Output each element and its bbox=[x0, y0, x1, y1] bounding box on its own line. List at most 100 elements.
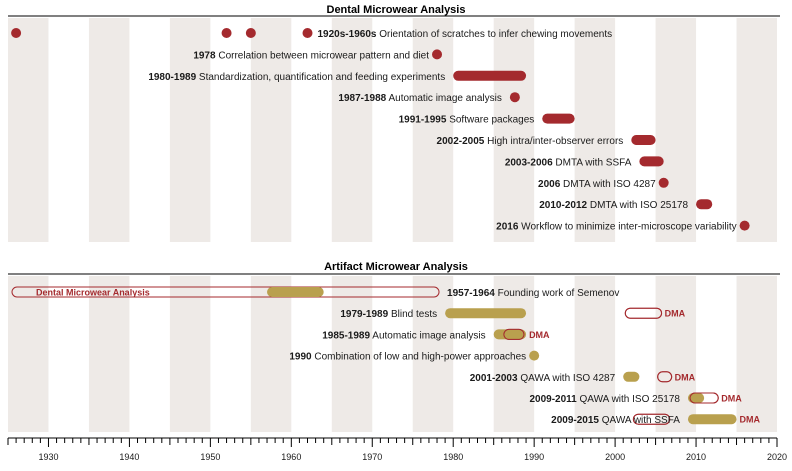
band-artifact-1995 bbox=[574, 276, 616, 432]
artifact-dma-label-4: DMA bbox=[675, 372, 696, 382]
dental-text-0: Orientation of scratches to infer chewin… bbox=[376, 29, 612, 40]
dental-label-9: 2016 Workflow to minimize inter-microsco… bbox=[496, 222, 736, 233]
dental-dot-1-0 bbox=[432, 49, 443, 60]
dental-dot-0-3 bbox=[302, 28, 313, 38]
dental-text-4: Software packages bbox=[446, 115, 534, 126]
dental-text-7: DMTA with ISO 4287 bbox=[560, 179, 656, 190]
artifact-dma-label-6: DMA bbox=[740, 415, 761, 425]
band-dental-1925 bbox=[8, 18, 49, 242]
dental-label-1: 1978 Correlation between microwear patte… bbox=[193, 50, 429, 61]
dental-label-7: 2006 DMTA with ISO 4287 bbox=[538, 179, 656, 190]
dental-label-3: 1987-1988 Automatic image analysis bbox=[338, 93, 501, 104]
artifact-dma-label-1: DMA bbox=[665, 309, 686, 319]
artifact-dma-outline-top-2 bbox=[503, 328, 525, 340]
band-dental-1965 bbox=[331, 18, 373, 242]
artifact-dma-outline-top-5 bbox=[689, 392, 719, 404]
dental-dot-0-0 bbox=[11, 28, 22, 38]
axis-label-1990: 1990 bbox=[524, 452, 544, 462]
artifact-label-6: 2009-2015 QAWA with SSFA bbox=[551, 415, 680, 426]
band-artifact-1945 bbox=[169, 276, 211, 432]
artifact-bar-6 bbox=[687, 414, 737, 425]
axis-label-2000: 2000 bbox=[605, 452, 625, 462]
artifact-label-2: 1985-1989 Automatic image analysis bbox=[322, 330, 485, 341]
artifact-label-3: 1990 Combination of low and high-power a… bbox=[289, 352, 526, 363]
dental-text-5: High intra/inter-observer errors bbox=[484, 136, 623, 147]
dental-dot-0-1 bbox=[221, 28, 232, 38]
artifact-year-6: 2009-2015 bbox=[551, 415, 599, 426]
dental-bar-8 bbox=[696, 199, 713, 210]
artifact-year-1: 1979-1989 bbox=[340, 309, 388, 320]
artifact-dot-3-0 bbox=[529, 350, 540, 361]
artifact-bar-5 bbox=[687, 393, 705, 403]
axis-label-1950: 1950 bbox=[200, 452, 220, 462]
artifact-text-1: Blind tests bbox=[388, 309, 437, 320]
band-artifact-2005 bbox=[655, 276, 697, 432]
dental-text-2: Standardization, quantification and feed… bbox=[196, 72, 445, 83]
artifact-dma-label-5: DMA bbox=[721, 394, 742, 404]
dental-label-2: 1980-1989 Standardization, quantificatio… bbox=[148, 72, 445, 83]
band-dental-1985 bbox=[493, 18, 535, 242]
axis-label-1970: 1970 bbox=[362, 452, 382, 462]
artifact-bar-1 bbox=[445, 308, 527, 319]
dental-bar-4 bbox=[542, 113, 575, 124]
dental-year-4: 1991-1995 bbox=[399, 115, 447, 126]
artifact-year-4: 2001-2003 bbox=[470, 373, 518, 384]
artifact-dma-outline-top-6 bbox=[632, 413, 671, 425]
artifact-dma-label-2: DMA bbox=[529, 330, 550, 340]
artifact-label-5: 2009-2011 QAWA with ISO 25178 bbox=[529, 394, 680, 405]
background-bands bbox=[8, 18, 777, 432]
dental-label-4: 1991-1995 Software packages bbox=[399, 115, 535, 126]
dental-dot-9-0 bbox=[739, 220, 750, 231]
artifact-text-4: QAWA with ISO 4287 bbox=[518, 373, 616, 384]
dental-year-9: 2016 bbox=[496, 222, 519, 233]
band-artifact-1985 bbox=[493, 276, 535, 432]
dental-dot-7-0 bbox=[658, 177, 669, 188]
dental-bar-6 bbox=[639, 156, 664, 167]
artifact-section-title: Artifact Microwear Analysis bbox=[324, 261, 468, 273]
artifact-year-3: 1990 bbox=[289, 352, 312, 363]
artifact-label-1: 1979-1989 Blind tests bbox=[340, 309, 437, 320]
artifact-bar-2 bbox=[493, 329, 527, 340]
artifact-text-5: QAWA with ISO 25178 bbox=[577, 394, 681, 405]
band-artifact-1935 bbox=[88, 276, 130, 432]
dental-text-6: DMTA with SSFA bbox=[553, 157, 632, 168]
dental-year-5: 2002-2005 bbox=[437, 136, 485, 147]
dental-year-1: 1978 bbox=[193, 50, 216, 61]
axis-label-1960: 1960 bbox=[281, 452, 301, 462]
artifact-text-3: Combination of low and high-power approa… bbox=[312, 352, 527, 363]
band-dental-1955 bbox=[250, 18, 292, 242]
band-artifact-1955 bbox=[250, 276, 292, 432]
dental-year-8: 2010-2012 bbox=[539, 200, 587, 211]
dental-label-5: 2002-2005 High intra/inter-observer erro… bbox=[437, 136, 624, 147]
artifact-dma-outline-top-4 bbox=[657, 371, 673, 383]
dental-text-1: Correlation between microwear pattern an… bbox=[216, 50, 430, 61]
dental-text-8: DMTA with ISO 25178 bbox=[587, 200, 688, 211]
artifact-text-0: Founding work of Semenov bbox=[495, 288, 620, 299]
band-artifact-1975 bbox=[412, 276, 454, 432]
dental-bar-5 bbox=[631, 135, 656, 145]
dental-year-0: 1920s-1960s bbox=[318, 29, 377, 40]
dental-text-9: Workflow to minimize inter-microscope va… bbox=[518, 222, 736, 233]
axis-label-1940: 1940 bbox=[119, 452, 139, 462]
artifact-label-0: 1957-1964 Founding work of Semenov bbox=[447, 288, 619, 299]
artifact-events: Dental Microwear Analysis 1957-1964 Found… bbox=[11, 286, 761, 426]
dental-events: 1920s-1960s Orientation of scratches to … bbox=[11, 28, 750, 233]
band-dental-2005 bbox=[655, 18, 697, 242]
band-dental-1935 bbox=[88, 18, 130, 242]
artifact-text-2: Automatic image analysis bbox=[370, 330, 486, 341]
artifact-dma-outline-0 bbox=[11, 286, 440, 298]
band-dental-1945 bbox=[169, 18, 211, 242]
artifact-bar-4 bbox=[623, 371, 640, 382]
dental-label-0: 1920s-1960s Orientation of scratches to … bbox=[318, 29, 613, 40]
dental-bar-3 bbox=[509, 92, 520, 103]
band-dental-2015 bbox=[736, 18, 777, 242]
band-artifact-2015 bbox=[736, 276, 777, 432]
artifact-year-5: 2009-2011 bbox=[529, 394, 577, 405]
band-artifact-1925 bbox=[8, 276, 49, 432]
artifact-bar-0 bbox=[267, 287, 324, 297]
dental-bar-2 bbox=[453, 70, 527, 81]
dental-year-3: 1987-1988 bbox=[338, 93, 386, 104]
band-dental-1995 bbox=[574, 18, 616, 242]
